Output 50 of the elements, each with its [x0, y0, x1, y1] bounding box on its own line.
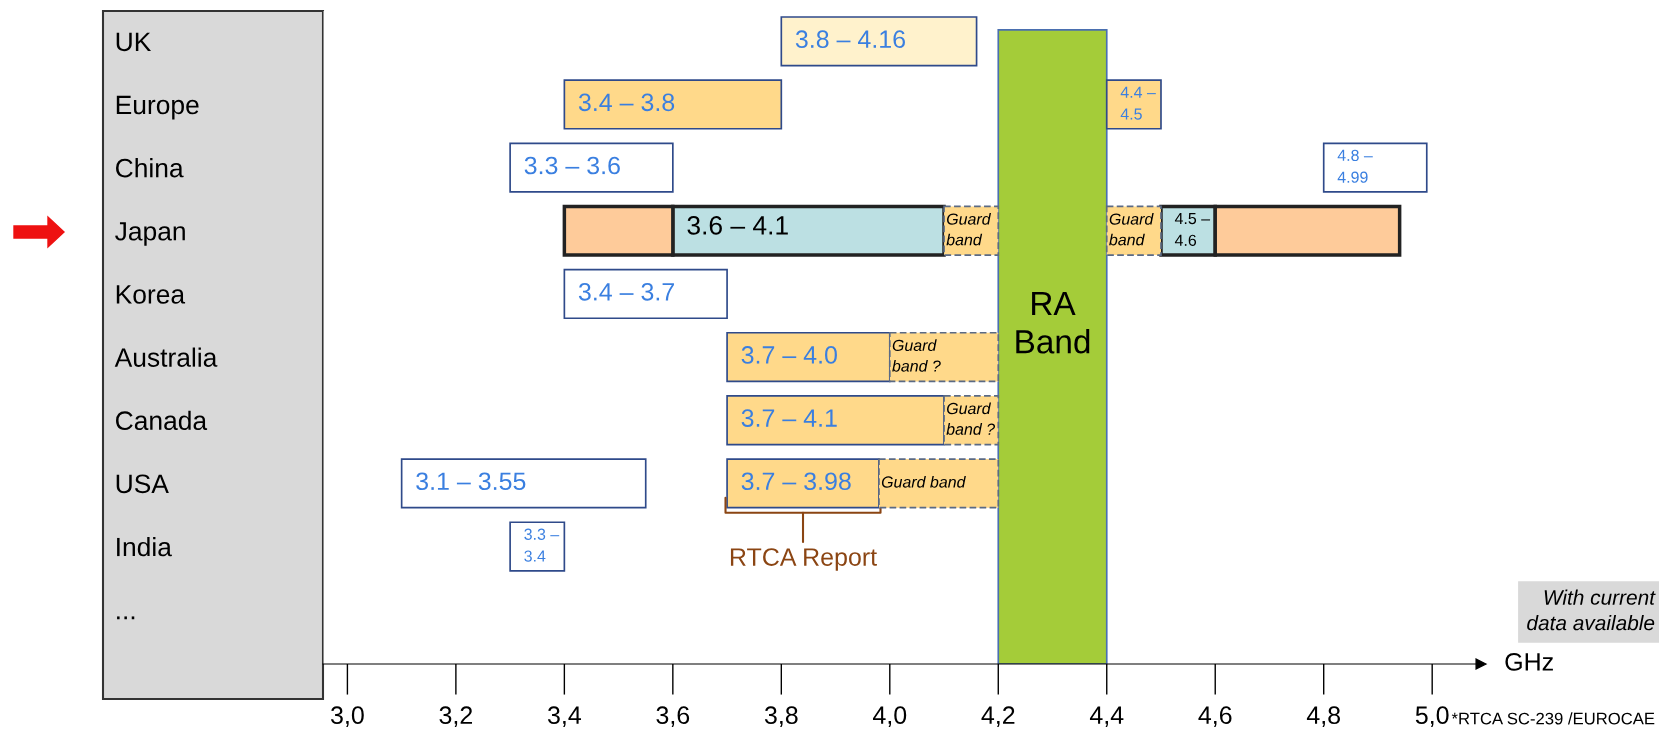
text: With current data available	[1527, 589, 1656, 631]
x-tick-label: 3,0	[330, 706, 364, 727]
x-tick-label: 4,2	[981, 706, 1015, 727]
annotation: 3.7 – 4.1	[741, 409, 837, 427]
y-tick-label: China	[116, 158, 184, 178]
annotation: Guard band ?	[946, 402, 996, 435]
y-tick-label: UK	[116, 32, 152, 52]
annotation: 3.7 – 3.98	[741, 472, 851, 491]
text: *RTCA SC-239 /EUROCAE	[1451, 712, 1655, 725]
y-tick-label: Australia	[114, 347, 218, 367]
annotation: 3.4 – 3.8	[578, 93, 675, 112]
y-tick-label: USA	[116, 474, 169, 494]
x-tick-label: 3,2	[439, 706, 473, 727]
bar	[780, 16, 978, 67]
x-tick-label: 3,4	[547, 706, 582, 727]
band-label: RA Band	[1016, 292, 1090, 354]
annotation: RTCA Report	[730, 548, 877, 571]
x-tick-label: 5,0	[1415, 706, 1449, 727]
annotation: 3.6 – 4.1	[687, 216, 788, 235]
bar	[943, 205, 1000, 256]
y-tick-label: Europe	[116, 95, 199, 120]
x-tick-label: 3,6	[656, 706, 690, 727]
bar	[563, 79, 783, 130]
annotation: Guard band	[946, 212, 992, 246]
x-tick-label: 4,4	[1089, 706, 1124, 727]
bar	[400, 458, 647, 509]
y-tick-label: Japan	[115, 222, 185, 246]
annotation: 3.3 – 3.4	[524, 528, 560, 562]
annotation: Guard band	[1109, 212, 1154, 246]
x-axis-title: GHz	[1505, 653, 1553, 671]
annotation: 3.3 – 3.6	[524, 156, 620, 175]
x-tick-label: 4,0	[873, 706, 907, 727]
annotation: 4.8 – 4.99	[1337, 149, 1373, 183]
annotation: Guard band	[881, 475, 966, 488]
annotation: Guard band ?	[892, 339, 941, 372]
x-tick-label: 4,6	[1198, 706, 1232, 727]
annotation: 4.4 – 4.5	[1120, 86, 1156, 120]
y-tick-label: ...	[117, 616, 135, 620]
bar	[1105, 205, 1162, 256]
annotation: 3.8 – 4.16	[795, 30, 905, 49]
y-tick-label: India	[117, 536, 172, 557]
annotation: 3.7 – 4.0	[741, 346, 837, 364]
x-tick-label: 4,8	[1306, 706, 1340, 727]
annotation: 3.4 – 3.7	[578, 282, 674, 301]
y-tick-label: Korea	[116, 285, 186, 304]
annotation: 3.1 – 3.55	[416, 472, 526, 491]
y-tick-label: Canada	[116, 410, 208, 431]
bar	[1322, 142, 1428, 193]
x-tick-label: 3,8	[764, 706, 798, 727]
annotation: 4.5 – 4.6	[1174, 213, 1211, 246]
